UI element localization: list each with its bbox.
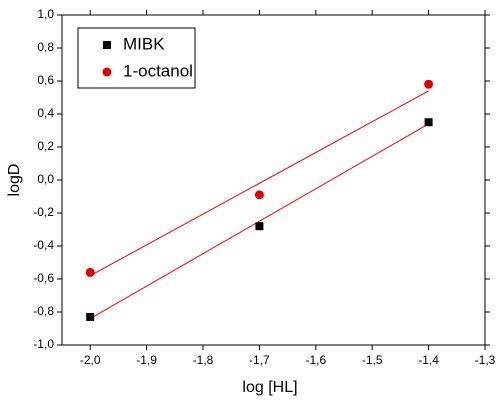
y-tick-label: -0,2 [33, 205, 54, 219]
y-tick-label: -0,8 [33, 304, 54, 318]
x-tick-label: -1,7 [249, 353, 270, 367]
fit-line [89, 90, 429, 277]
data-point [86, 312, 95, 321]
legend-label: MIBK [123, 34, 165, 53]
x-axis-title: log [HL] [242, 379, 297, 396]
y-tick-label: 0,0 [37, 172, 54, 186]
x-tick-label: -1,8 [193, 353, 214, 367]
legend-marker [102, 67, 112, 77]
legend-label: 1-octanol [123, 61, 193, 80]
data-point [255, 222, 264, 231]
data-point [424, 79, 434, 89]
y-tick-label: 1,0 [37, 7, 54, 21]
data-point [424, 118, 433, 127]
x-tick-label: -1,3 [475, 353, 496, 367]
y-tick-label: 0,6 [37, 73, 54, 87]
y-tick-label: 0,2 [37, 139, 54, 153]
x-tick-label: -1,9 [136, 353, 157, 367]
x-tick-label: -1,4 [418, 353, 439, 367]
legend-box [77, 27, 196, 89]
data-point [254, 190, 264, 200]
x-tick-label: -1,6 [305, 353, 326, 367]
y-axis-title: logD [6, 164, 23, 197]
y-tick-label: -0,6 [33, 271, 54, 285]
y-tick-label: -1,0 [33, 337, 54, 351]
x-tick-label: -1,5 [362, 353, 383, 367]
y-tick-label: 0,8 [37, 40, 54, 54]
x-tick-label: -2,0 [80, 353, 101, 367]
fit-line [89, 123, 429, 320]
y-tick-label: 0,4 [37, 106, 54, 120]
y-tick-label: -0,4 [33, 238, 54, 252]
data-point [85, 267, 95, 277]
legend-marker [103, 41, 111, 49]
